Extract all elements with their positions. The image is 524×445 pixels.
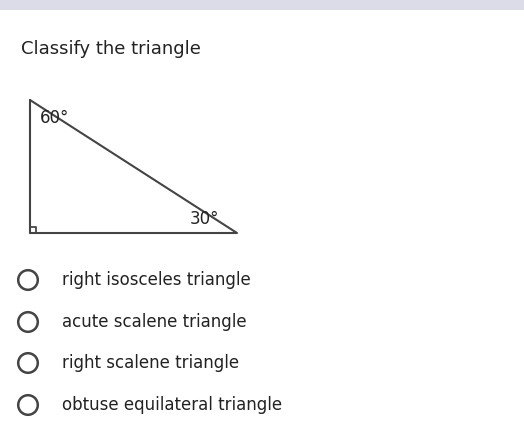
Text: 30°: 30° — [190, 210, 220, 228]
Text: obtuse equilateral triangle: obtuse equilateral triangle — [62, 396, 282, 414]
FancyBboxPatch shape — [0, 0, 524, 10]
Text: acute scalene triangle: acute scalene triangle — [62, 313, 247, 331]
Text: Classify the triangle: Classify the triangle — [21, 40, 201, 58]
Text: 60°: 60° — [39, 109, 69, 127]
Text: right isosceles triangle: right isosceles triangle — [62, 271, 251, 289]
Text: right scalene triangle: right scalene triangle — [62, 354, 239, 372]
